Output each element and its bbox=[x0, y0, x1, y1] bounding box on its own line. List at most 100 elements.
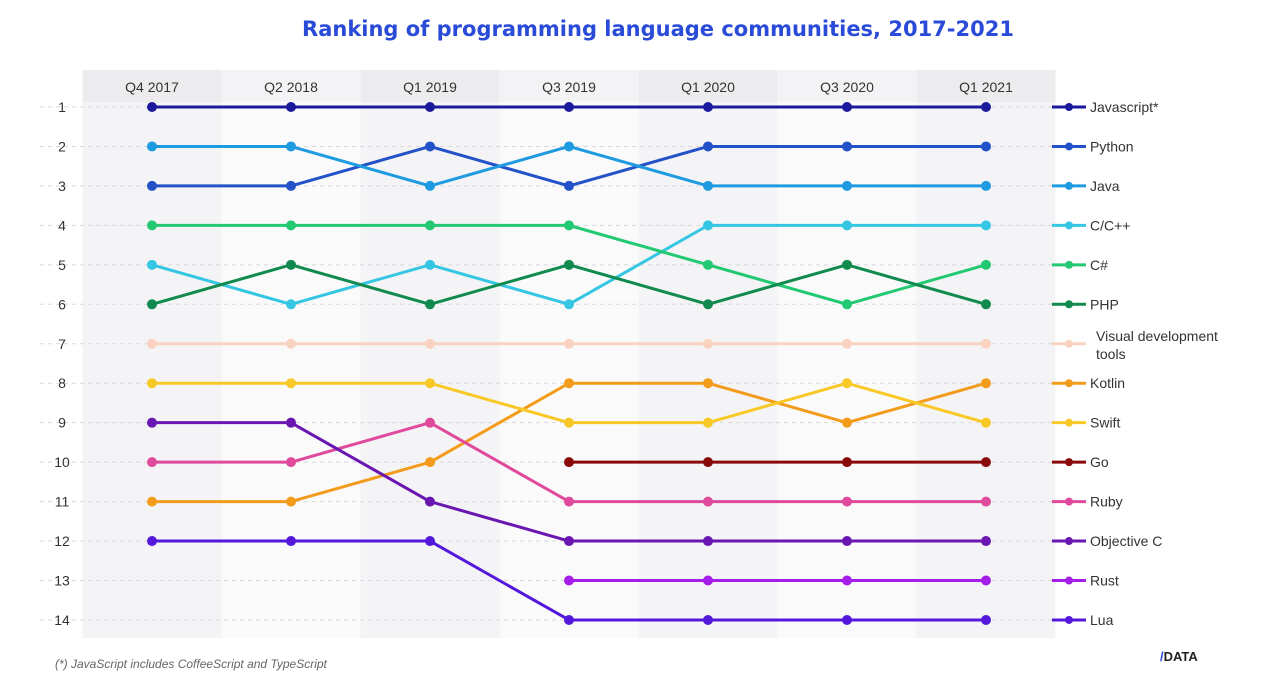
data-point bbox=[425, 102, 435, 112]
data-point bbox=[147, 338, 157, 349]
column-header-band bbox=[360, 70, 500, 102]
legend-marker bbox=[1065, 260, 1073, 269]
data-point bbox=[842, 338, 852, 349]
legend-label: Swift bbox=[1090, 415, 1120, 431]
data-point bbox=[842, 536, 852, 547]
data-point bbox=[842, 180, 852, 191]
data-point bbox=[564, 614, 574, 625]
data-point bbox=[425, 378, 435, 389]
data-point bbox=[147, 220, 157, 231]
data-point bbox=[147, 102, 157, 112]
x-tick-label: Q3 2019 bbox=[542, 79, 596, 95]
column-band bbox=[499, 70, 639, 638]
data-point bbox=[981, 378, 991, 389]
data-point bbox=[286, 259, 296, 270]
series-swift bbox=[147, 378, 991, 428]
data-point bbox=[147, 417, 157, 428]
legend-item: Lua bbox=[1052, 612, 1114, 628]
column-band bbox=[221, 70, 361, 638]
data-point bbox=[703, 575, 713, 586]
legend-item: Python bbox=[1052, 138, 1134, 154]
y-tick-label: 7 bbox=[58, 336, 66, 352]
data-point bbox=[425, 536, 435, 547]
data-point bbox=[703, 220, 713, 231]
series-rust bbox=[564, 575, 991, 586]
legend-label: Java bbox=[1090, 178, 1120, 194]
data-point bbox=[564, 220, 574, 231]
column-band bbox=[638, 70, 778, 638]
data-point bbox=[842, 220, 852, 231]
legend-label: C# bbox=[1090, 257, 1108, 273]
data-point bbox=[842, 299, 852, 310]
data-point bbox=[981, 614, 991, 625]
legend-item: Javascript* bbox=[1052, 99, 1159, 115]
data-point bbox=[842, 496, 852, 507]
legend-item: Java bbox=[1052, 178, 1120, 194]
data-point bbox=[286, 299, 296, 310]
data-point bbox=[147, 457, 157, 468]
legend-label: Ruby bbox=[1090, 494, 1123, 510]
data-point bbox=[842, 378, 852, 389]
legend-marker bbox=[1065, 103, 1073, 111]
data-point bbox=[286, 378, 296, 389]
data-point bbox=[286, 141, 296, 152]
series-c- bbox=[147, 220, 991, 310]
data-point bbox=[703, 417, 713, 428]
column-header-band bbox=[916, 70, 1056, 102]
data-point bbox=[564, 575, 574, 586]
column-band bbox=[777, 70, 917, 638]
column-header-band bbox=[499, 70, 639, 102]
data-point bbox=[842, 614, 852, 625]
legend-marker bbox=[1065, 576, 1073, 585]
data-point bbox=[425, 417, 435, 428]
data-point bbox=[425, 220, 435, 231]
legend-item: PHP bbox=[1052, 296, 1119, 312]
legend-marker bbox=[1065, 221, 1073, 230]
data-point bbox=[703, 536, 713, 547]
data-point bbox=[981, 299, 991, 310]
data-point bbox=[842, 575, 852, 586]
legend-item: Ruby bbox=[1052, 494, 1123, 510]
data-point bbox=[981, 102, 991, 112]
y-tick-label: 2 bbox=[58, 138, 66, 154]
data-point bbox=[981, 496, 991, 507]
data-point bbox=[981, 536, 991, 547]
series-visual-development-tools bbox=[147, 338, 991, 349]
data-point bbox=[564, 180, 574, 191]
data-point bbox=[147, 180, 157, 191]
legend-label: C/C++ bbox=[1090, 217, 1130, 233]
series-java bbox=[147, 141, 991, 191]
data-point bbox=[703, 102, 713, 112]
data-point bbox=[842, 102, 852, 112]
data-point bbox=[981, 180, 991, 191]
series-javascript- bbox=[147, 102, 991, 112]
legend-item: C# bbox=[1052, 257, 1108, 273]
legend-marker bbox=[1065, 458, 1073, 467]
legend-item: C/C++ bbox=[1052, 217, 1130, 233]
column-header-band bbox=[777, 70, 917, 102]
y-tick-label: 8 bbox=[58, 375, 66, 391]
x-tick-label: Q1 2019 bbox=[403, 79, 457, 95]
legend-marker bbox=[1065, 418, 1073, 427]
legend-item: Go bbox=[1052, 454, 1109, 470]
series-php bbox=[147, 259, 991, 310]
data-point bbox=[147, 259, 157, 270]
legend-label: PHP bbox=[1090, 296, 1119, 312]
y-tick-label: 5 bbox=[58, 257, 66, 273]
legend-marker bbox=[1065, 300, 1073, 309]
legend-label: Rust bbox=[1090, 573, 1119, 589]
legend-marker bbox=[1065, 379, 1073, 388]
slashdata-logo: /DATA bbox=[1160, 649, 1198, 664]
data-point bbox=[842, 141, 852, 152]
data-point bbox=[842, 259, 852, 270]
series-kotlin bbox=[147, 378, 991, 507]
y-tick-label: 11 bbox=[55, 494, 70, 510]
legend-label: Go bbox=[1090, 454, 1109, 470]
data-point bbox=[703, 299, 713, 310]
y-tick-label: 10 bbox=[54, 454, 70, 470]
legend-item: Swift bbox=[1052, 415, 1120, 431]
legend-label: Objective C bbox=[1090, 533, 1162, 549]
y-tick-label: 9 bbox=[58, 415, 66, 431]
series-objective-c bbox=[147, 417, 991, 547]
x-tick-label: Q4 2017 bbox=[125, 79, 179, 95]
